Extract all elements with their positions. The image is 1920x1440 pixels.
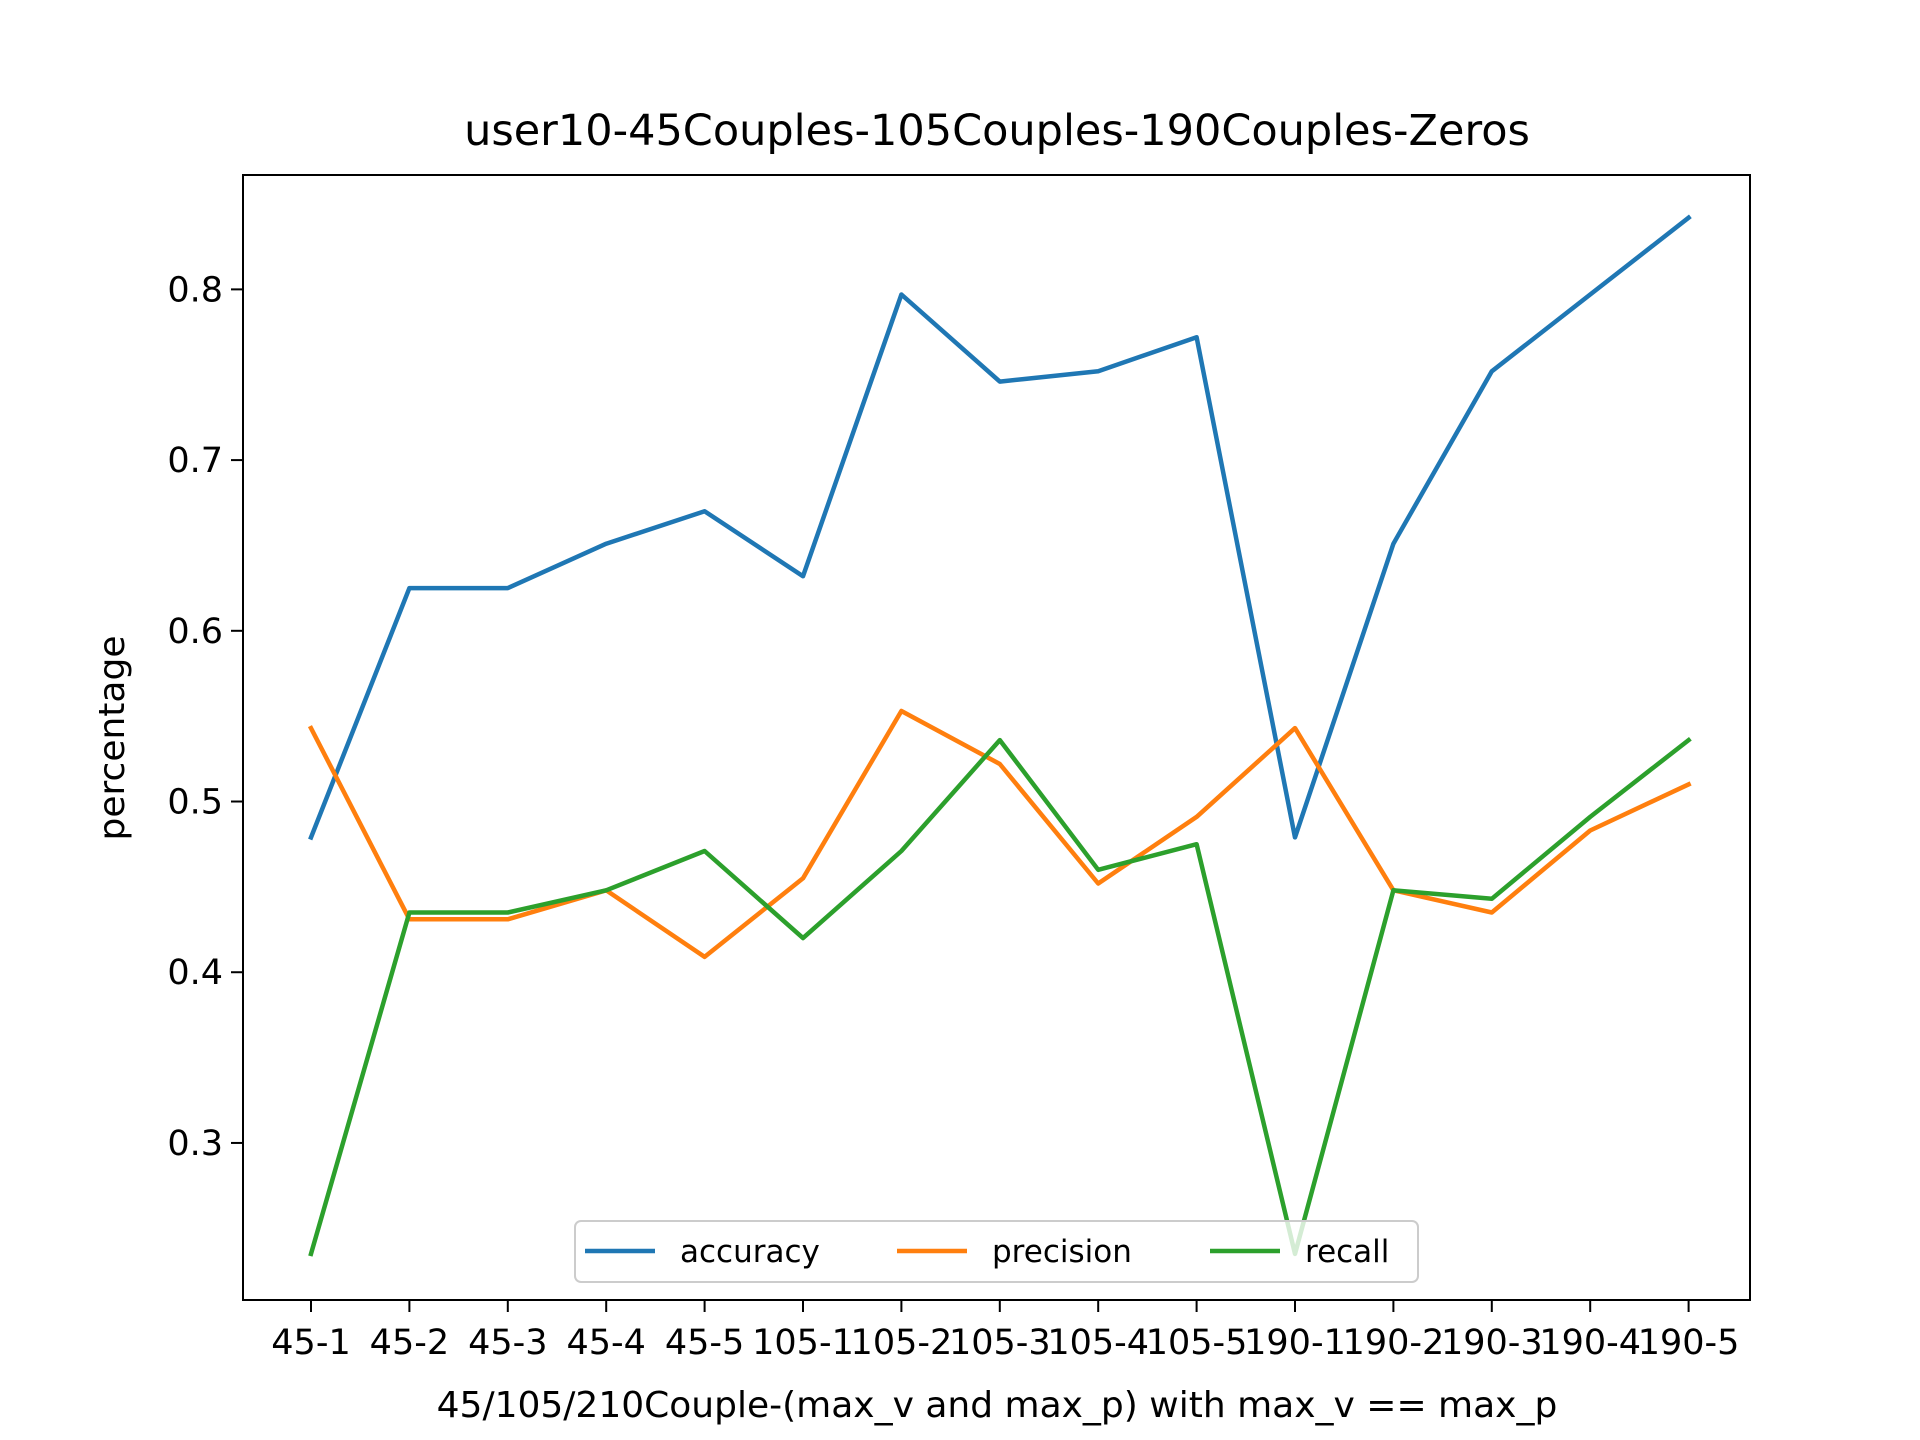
y-tick-label: 0.5: [167, 783, 223, 823]
x-tick-label: 190-3: [1441, 1323, 1543, 1363]
x-tick-label: 105-5: [1146, 1323, 1248, 1363]
x-tick-label: 45-4: [566, 1323, 645, 1363]
series-line-recall: [308, 736, 1692, 1257]
y-tick-label: 0.8: [167, 270, 223, 310]
x-tick-label: 105-4: [1047, 1323, 1149, 1363]
y-tick-label: 0.6: [167, 612, 223, 652]
x-tick-label: 45-5: [665, 1323, 744, 1363]
series-layer: [307, 214, 1692, 1257]
x-tick-label: 45-1: [271, 1323, 350, 1363]
legend-items: accuracy precision recall: [585, 1234, 1389, 1270]
x-tick-label: 105-2: [851, 1323, 953, 1363]
legend-box: [574, 1220, 1419, 1283]
legend-label-precision: precision: [992, 1234, 1132, 1270]
series-line-precision: [307, 708, 1692, 960]
y-axis-label: percentage: [92, 636, 133, 841]
y-tick-label: 0.4: [167, 953, 223, 993]
y-axis: 0.3 0.4 0.5 0.6 0.7 0.8: [167, 270, 243, 1164]
x-tick-label: 45-3: [468, 1323, 547, 1363]
chart-title: user10-45Couples-105Couples-190Couples-Z…: [464, 106, 1530, 156]
plot-frame: [242, 174, 1751, 1301]
plot-area: [242, 174, 1751, 1301]
x-tick-label: 190-4: [1539, 1323, 1641, 1363]
y-tick-label: 0.3: [167, 1124, 223, 1164]
x-tick-label: 190-2: [1343, 1323, 1445, 1363]
x-tick-label: 190-5: [1638, 1323, 1740, 1363]
x-tick-label: 190-1: [1244, 1323, 1346, 1363]
x-tick-label: 105-1: [752, 1323, 854, 1363]
series-line-accuracy: [308, 214, 1692, 841]
x-tick-label: 45-2: [370, 1323, 449, 1363]
legend-label-accuracy: accuracy: [680, 1234, 820, 1270]
legend: accuracy precision recall: [574, 1220, 1419, 1283]
x-axis: 45-1 45-2 45-3 45-4 45-5 105-1105-2105-3105-4…: [271, 1300, 1739, 1363]
legend-label-recall: recall: [1305, 1234, 1389, 1270]
y-tick-label: 0.7: [167, 441, 223, 481]
x-axis-label: 45/105/210Couple-(max_v and max_p) with …: [437, 1385, 1558, 1426]
x-tick-label: 105-3: [949, 1323, 1051, 1363]
